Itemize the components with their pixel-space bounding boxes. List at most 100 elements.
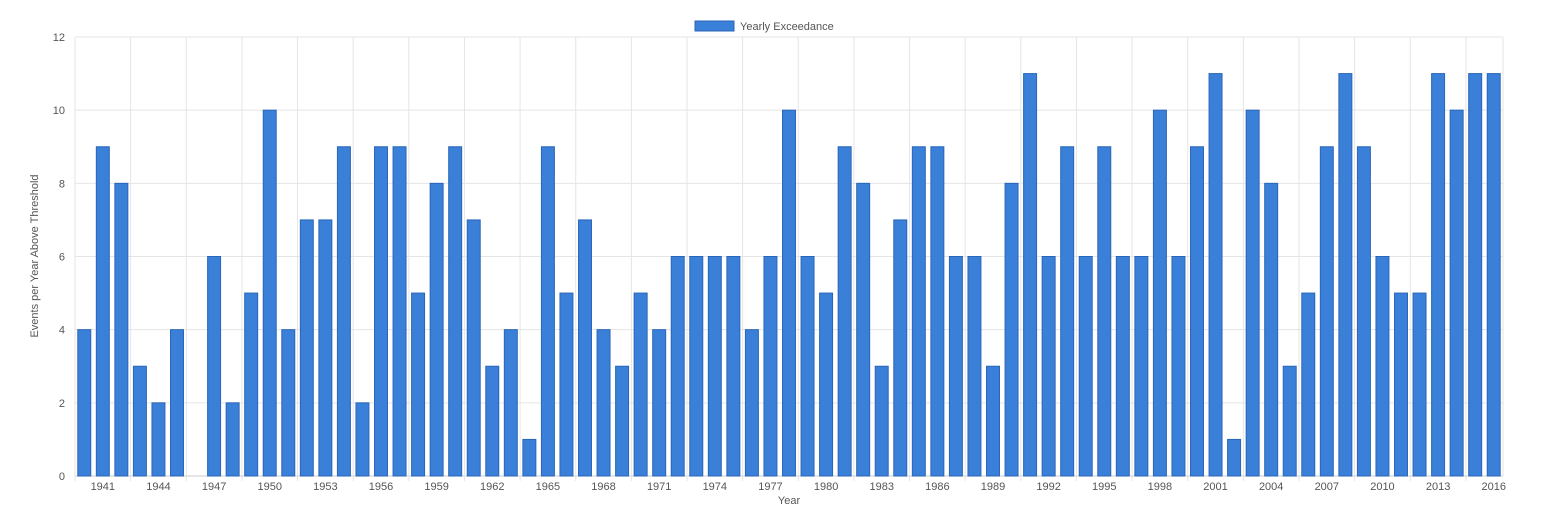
bar-1981[interactable] <box>837 146 852 477</box>
bar-2013[interactable] <box>1431 73 1446 477</box>
bar-1964[interactable] <box>522 438 537 477</box>
bar-2016[interactable] <box>1486 73 1501 477</box>
bar-1962[interactable] <box>485 365 500 477</box>
bar-1943[interactable] <box>132 365 147 477</box>
bar-1951[interactable] <box>281 329 296 477</box>
bar-1961[interactable] <box>466 219 481 477</box>
bar-1972[interactable] <box>670 256 685 477</box>
bar-2009[interactable] <box>1356 146 1371 477</box>
bar-2007[interactable] <box>1319 146 1334 477</box>
bar-1950[interactable] <box>262 109 277 477</box>
x-tick-label: 1980 <box>814 481 838 493</box>
bar-1969[interactable] <box>615 365 630 477</box>
x-tick-label: 2016 <box>1481 481 1505 493</box>
x-tick-label: 2010 <box>1370 481 1394 493</box>
bar-1992[interactable] <box>1041 256 1056 477</box>
bar-2015[interactable] <box>1468 73 1483 477</box>
x-tick-label: 1941 <box>91 481 115 493</box>
bar-1966[interactable] <box>559 292 574 477</box>
bar-1975[interactable] <box>726 256 741 477</box>
bar-2011[interactable] <box>1394 292 1408 477</box>
bar-1945[interactable] <box>170 329 184 477</box>
x-tick-label: 1992 <box>1036 481 1060 493</box>
x-tick-label: 1998 <box>1148 481 1172 493</box>
legend-swatch <box>694 20 735 32</box>
bar-1976[interactable] <box>744 329 759 477</box>
bar-1977[interactable] <box>763 256 778 477</box>
bar-1996[interactable] <box>1115 256 1130 477</box>
x-tick-label: 2001 <box>1203 481 1227 493</box>
y-tick-label: 10 <box>53 105 65 117</box>
x-tick-label: 1989 <box>981 481 1005 493</box>
bar-1941[interactable] <box>95 146 110 477</box>
y-tick-label: 12 <box>53 32 65 44</box>
bar-1991[interactable] <box>1023 73 1038 477</box>
bars <box>77 73 1501 477</box>
bar-1958[interactable] <box>411 292 426 477</box>
bar-1987[interactable] <box>948 256 963 477</box>
bar-1963[interactable] <box>503 329 518 477</box>
bar-1952[interactable] <box>299 219 314 477</box>
bar-1967[interactable] <box>578 219 592 477</box>
bar-1984[interactable] <box>893 219 908 477</box>
bar-1982[interactable] <box>856 182 871 477</box>
bar-1944[interactable] <box>151 402 166 477</box>
x-tick-label: 1950 <box>257 481 281 493</box>
y-tick-label: 2 <box>59 398 65 410</box>
x-tick-label: 1947 <box>202 481 226 493</box>
bar-1970[interactable] <box>633 292 648 477</box>
bar-2004[interactable] <box>1264 182 1279 477</box>
bar-1955[interactable] <box>355 402 370 477</box>
bar-1940[interactable] <box>77 329 92 477</box>
x-tick-label: 1956 <box>369 481 393 493</box>
bar-2003[interactable] <box>1245 109 1260 477</box>
bar-1989[interactable] <box>986 365 1000 477</box>
x-tick-label: 1944 <box>146 481 170 493</box>
bar-2002[interactable] <box>1227 438 1242 477</box>
bar-1949[interactable] <box>244 292 259 477</box>
bar-1954[interactable] <box>336 146 351 477</box>
bar-1960[interactable] <box>448 146 463 477</box>
bar-1968[interactable] <box>596 329 611 477</box>
bar-1994[interactable] <box>1078 256 1093 477</box>
bar-1965[interactable] <box>540 146 555 477</box>
bar-1998[interactable] <box>1152 109 1167 477</box>
bar-1957[interactable] <box>392 146 407 477</box>
bar-1979[interactable] <box>800 256 815 477</box>
bar-2001[interactable] <box>1208 73 1223 477</box>
x-tick-label: 1968 <box>591 481 615 493</box>
bar-1993[interactable] <box>1060 146 1075 477</box>
x-tick-label: 1965 <box>536 481 560 493</box>
x-tick-label: 1971 <box>647 481 671 493</box>
bar-1983[interactable] <box>874 365 889 477</box>
bar-1953[interactable] <box>318 219 333 477</box>
bar-2012[interactable] <box>1412 292 1427 477</box>
bar-1942[interactable] <box>114 182 129 477</box>
bar-1980[interactable] <box>819 292 834 477</box>
bar-2010[interactable] <box>1375 256 1390 477</box>
bar-1985[interactable] <box>911 146 926 477</box>
bar-2006[interactable] <box>1301 292 1316 477</box>
bar-1997[interactable] <box>1134 256 1149 477</box>
bar-1978[interactable] <box>782 109 796 477</box>
bar-1995[interactable] <box>1097 146 1112 477</box>
bar-1988[interactable] <box>967 256 982 477</box>
bar-2000[interactable] <box>1190 146 1204 477</box>
x-tick-labels: 1941 1944 1947 1950 1953 1956 1959 1962 1965 1968… <box>91 481 1506 493</box>
bar-1986[interactable] <box>930 146 945 477</box>
y-tick-label: 6 <box>59 252 65 264</box>
bar-1971[interactable] <box>652 329 667 477</box>
bar-1947[interactable] <box>207 256 222 477</box>
bar-2008[interactable] <box>1338 73 1353 477</box>
bar-1990[interactable] <box>1004 182 1019 477</box>
bar-1973[interactable] <box>689 256 704 477</box>
bar-2014[interactable] <box>1449 109 1464 477</box>
bar-1959[interactable] <box>429 182 444 477</box>
bar-1999[interactable] <box>1171 256 1186 477</box>
bar-1956[interactable] <box>374 146 388 477</box>
bar-1974[interactable] <box>707 256 722 477</box>
bar-2005[interactable] <box>1282 365 1297 477</box>
legend[interactable]: Yearly Exceedance <box>694 20 834 33</box>
bar-1948[interactable] <box>225 402 240 477</box>
